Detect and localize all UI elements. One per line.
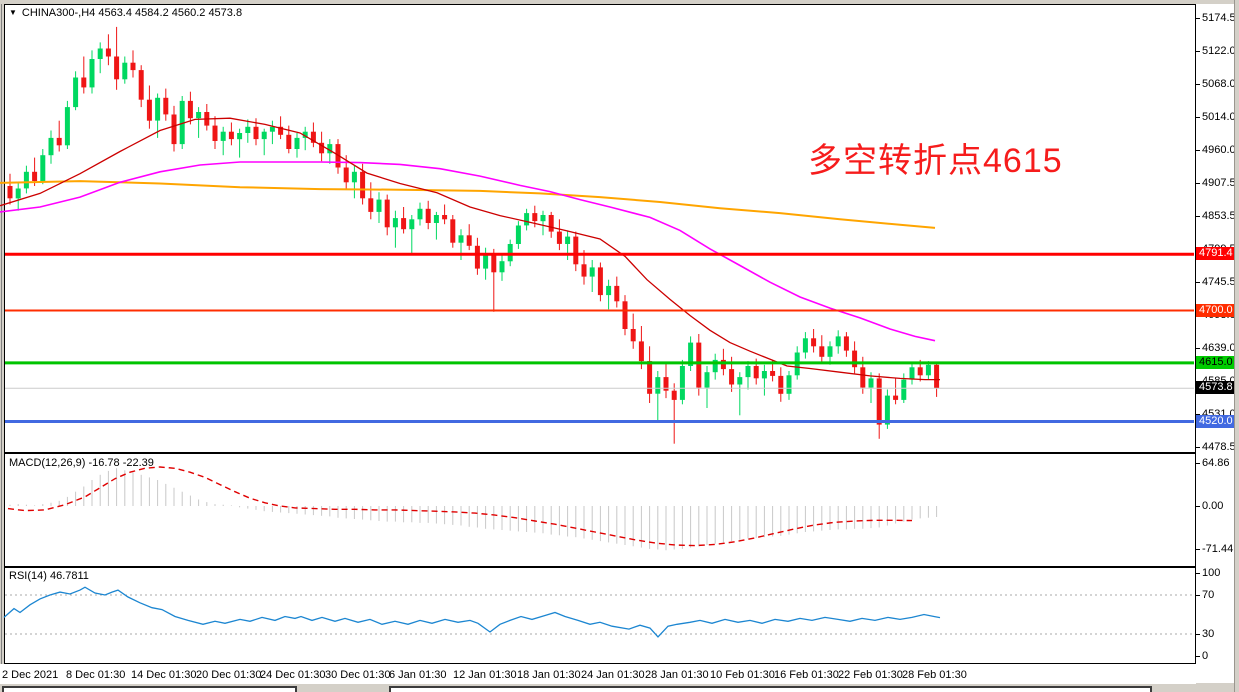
time-label: 12 Jan 01:30 [453,669,517,681]
rsi-line [3,586,941,638]
price-tick-label: 0.00 [1196,500,1223,512]
time-axis[interactable]: 2 Dec 2021 8 Dec 01:30 14 Dec 01:30 20 Dec … [0,664,1196,684]
ma-orange-line [0,180,936,229]
time-label: 10 Feb 01:30 [710,669,775,681]
chart-canvas[interactable] [0,0,1196,684]
price-annotation: 多空转折点4615 [808,142,1063,180]
price-tick-label: 5174.5 [1196,12,1236,24]
symbol-ohlc-text: CHINA300-,H4 4563.4 4584.2 4560.2 4573.8 [21,7,243,19]
time-label: 28 Feb 01:30 [902,669,967,681]
main-pane-frame [4,4,1196,453]
window-right-edge [1234,0,1239,692]
price-tick-label: 100 [1196,567,1220,579]
time-label: 30 Dec 01:30 [325,669,391,681]
price-tick-label: -71.44 [1196,543,1233,555]
time-label: 20 Dec 01:30 [196,669,262,681]
price-tick-label: 70 [1196,589,1214,601]
macd-signal-line [7,466,913,547]
price-level-badge: 4573.8 [1196,381,1236,394]
price-tick-label: 4478.5 [1196,441,1236,453]
price-tick-label: 4745.5 [1196,276,1236,288]
price-tick-label: 30 [1196,628,1214,640]
price-tick-label: 5122.0 [1196,45,1236,57]
time-label: 14 Dec 01:30 [131,669,197,681]
macd-indicator-label: MACD(12,26,9) -16.78 -22.39 [9,457,154,469]
price-tick-label: 64.86 [1196,457,1230,469]
price-level-badge: 4791.4 [1196,247,1236,260]
price-tick-label: 4907.5 [1196,177,1236,189]
price-tick-label: 5014.0 [1196,111,1236,123]
price-axis[interactable]: 5174.5 5122.0 5068.0 5014.0 4960.0 4907.5 4853… [1196,4,1236,683]
chart-title-bar: ▼ CHINA300-,H4 4563.4 4584.2 4560.2 4573.… [9,7,242,19]
time-label: 24 Jan 01:30 [581,669,645,681]
ma-magenta-line [0,161,936,342]
candles [7,26,940,444]
price-tick-label: 5068.0 [1196,78,1236,90]
time-label: 24 Dec 01:30 [260,669,326,681]
price-tick-label: 0 [1196,650,1208,662]
price-level-badge: 4615.0 [1196,356,1236,369]
price-tick-label: 4960.0 [1196,144,1236,156]
price-level-badge: 4700.0 [1196,304,1236,317]
time-label: 8 Dec 01:30 [66,669,126,681]
time-label: 22 Feb 01:30 [838,669,903,681]
time-label: 16 Feb 01:30 [774,669,839,681]
macd-histogram [9,468,938,551]
rsi-indicator-label: RSI(14) 46.7811 [9,570,89,582]
symbol-dropdown-icon[interactable]: ▼ [9,8,17,17]
time-label: 6 Jan 01:30 [389,669,447,681]
price-tick-label: 4853.5 [1196,210,1236,222]
rsi-pane-frame [4,567,1196,664]
time-label: 18 Jan 01:30 [517,669,581,681]
ma-red-line [0,117,940,381]
minimized-window-tab[interactable] [389,686,1152,692]
price-tick-label: 4639.0 [1196,342,1236,354]
price-level-badge: 4520.0 [1196,415,1236,428]
minimized-window-tab[interactable] [2,686,297,692]
bottom-window-strip [0,684,1239,692]
time-label: 2 Dec 2021 [2,669,59,681]
time-label: 28 Jan 01:30 [645,669,709,681]
